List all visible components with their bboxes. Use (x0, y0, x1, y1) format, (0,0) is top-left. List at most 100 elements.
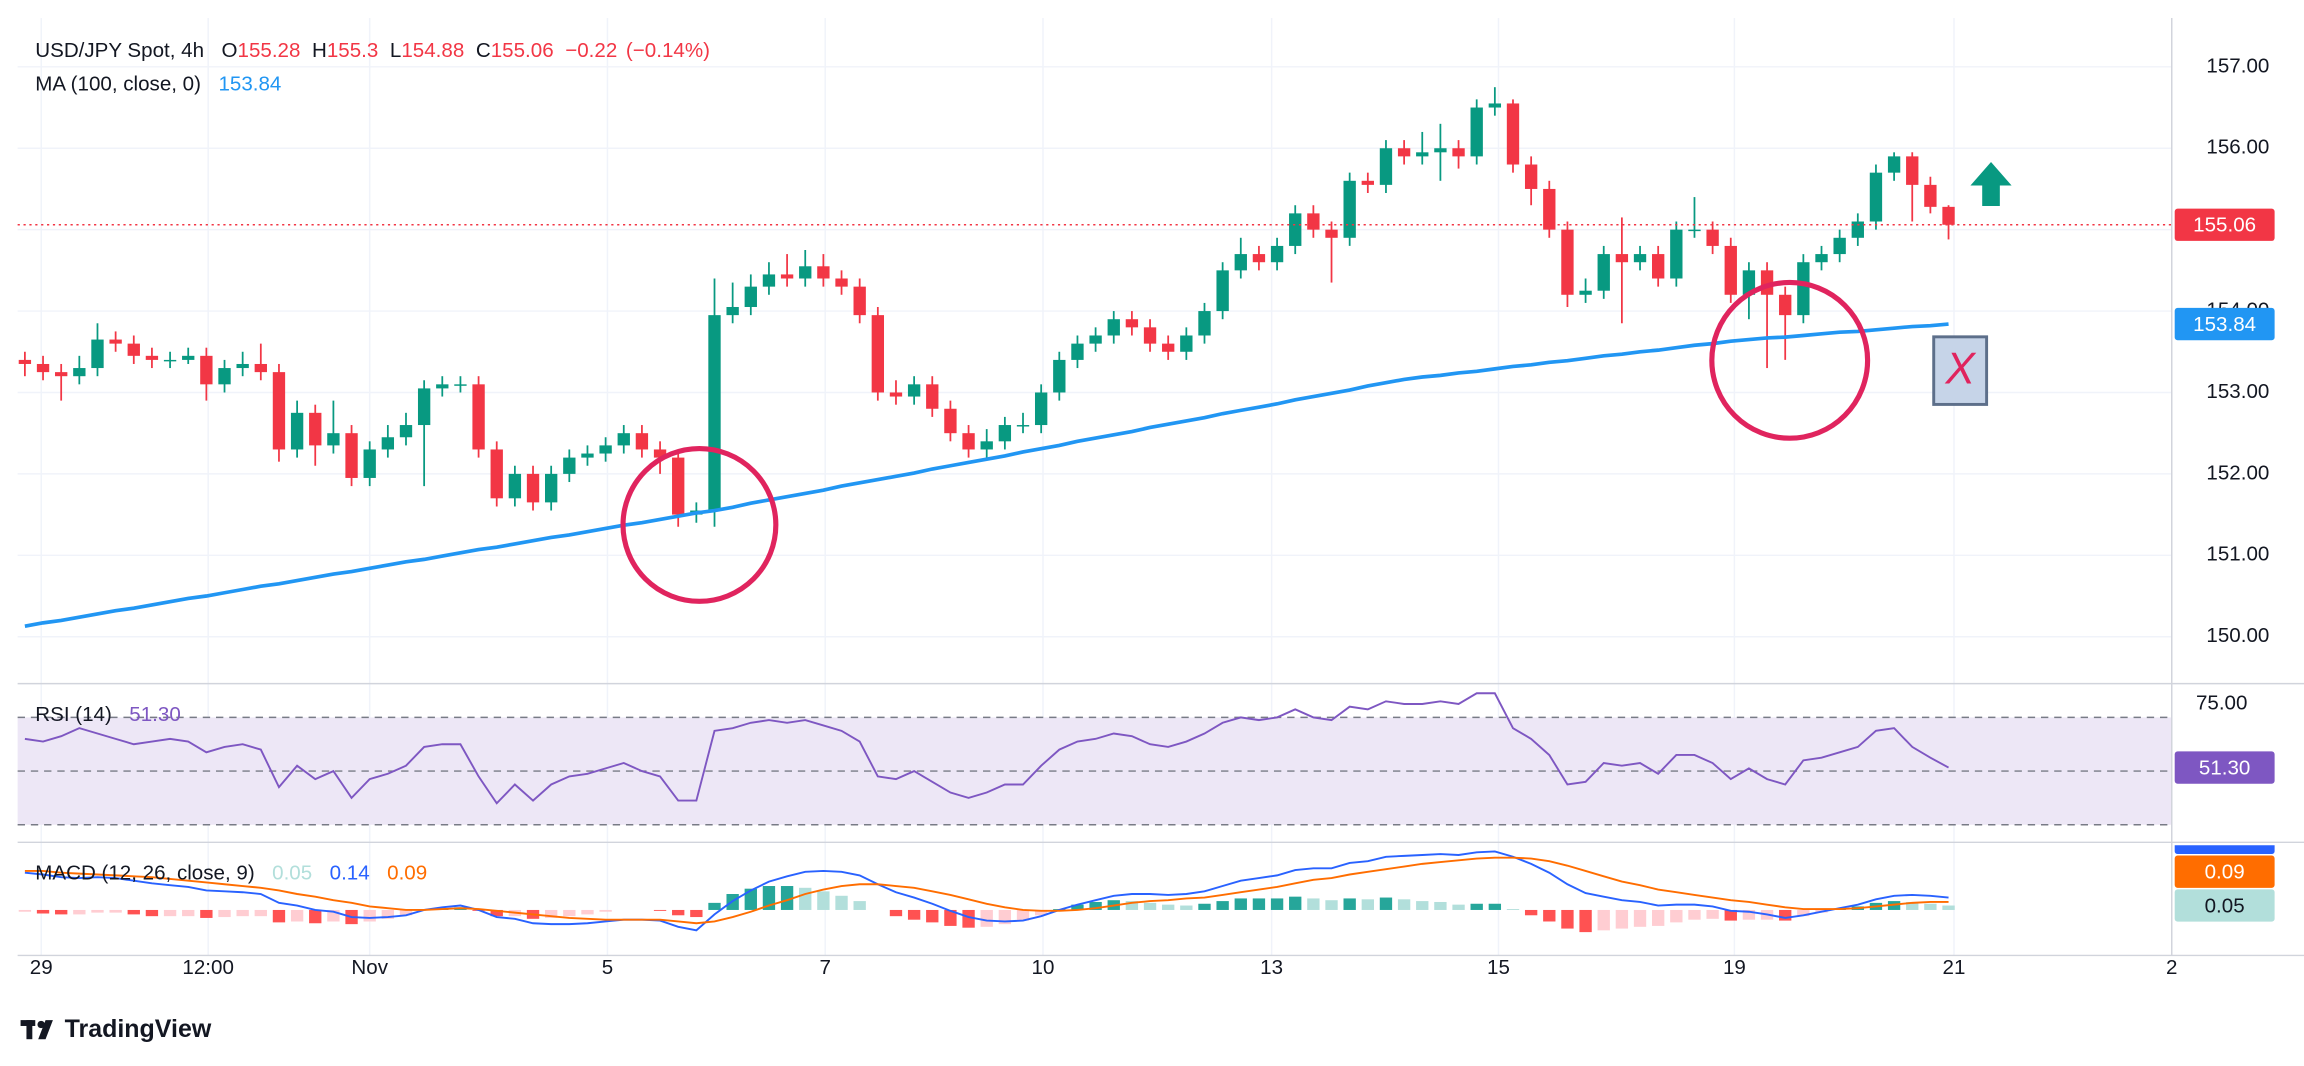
histogram-bar (363, 909, 376, 922)
candle-body (1053, 359, 1066, 393)
candle-body (1688, 229, 1701, 232)
candle-body (1325, 229, 1338, 238)
histogram-bar (944, 909, 957, 926)
x-mark: X (1944, 345, 1976, 394)
candle-body (1234, 254, 1247, 271)
candle-body (1071, 343, 1084, 360)
candle-body (835, 278, 848, 287)
legend-rsi: RSI (14) 51.30 (35, 703, 181, 726)
histogram-bar (1434, 901, 1447, 910)
axis-tag (2174, 855, 2275, 888)
candle-body (1942, 206, 1955, 225)
histogram-bar (1688, 909, 1701, 920)
histogram-bar (1289, 896, 1302, 910)
axis-tags: 29 12:00 Nov 5 7 10 13 15 19 21 2 150.00 151.00 152.0… (30, 54, 2275, 979)
candle-body (1797, 262, 1810, 316)
histogram-bar (1724, 909, 1737, 921)
histogram-bar (1198, 903, 1211, 910)
candle-body (1379, 148, 1393, 185)
histogram-bar (236, 909, 249, 917)
candle-body (127, 343, 140, 356)
candle-body (980, 441, 993, 450)
legend-macd: MACD (12, 26, close, 9) 0.05 0.14 0.09 (35, 862, 427, 885)
candle-body (381, 437, 395, 450)
candle-body (1143, 327, 1157, 344)
macd-value: 0.14 (330, 862, 370, 885)
histogram-bar (1252, 898, 1266, 910)
histogram-bar (581, 909, 594, 915)
x-tick-label: Nov (351, 956, 388, 979)
candle-body (1597, 254, 1610, 291)
histogram-bar (36, 909, 50, 914)
candle-body (1307, 213, 1320, 230)
candle-body (944, 408, 957, 434)
candle-body (1706, 229, 1719, 246)
axis-tag (2174, 751, 2275, 784)
x-tick-label: 2 (2166, 956, 2177, 979)
candle-body (1887, 156, 1901, 173)
candle-body (272, 372, 286, 450)
candle-body (472, 384, 485, 450)
histogram-bar (1488, 903, 1502, 910)
ohlc-label: C (476, 39, 491, 62)
histogram-bar (1143, 902, 1157, 910)
candle-body (1198, 311, 1211, 336)
candle-body (762, 274, 776, 287)
candle-body (1416, 152, 1429, 157)
candle-body (417, 388, 431, 426)
candle-body (1524, 164, 1538, 189)
candle-body (1162, 343, 1175, 352)
candle-body (1869, 172, 1883, 222)
axis-tag (2174, 889, 2275, 922)
logo-part (38, 1020, 53, 1040)
histogram-bar (1416, 901, 1429, 910)
histogram-bar (399, 909, 413, 916)
brand-logo (20, 1020, 53, 1040)
legend-ma: MA (100, close, 0) 153.84 (35, 73, 281, 96)
histogram-bar (690, 909, 703, 918)
candle-body (780, 274, 794, 279)
candle-body (799, 266, 812, 279)
candle-body (254, 363, 267, 373)
y-tick-label: 157.00 (2206, 54, 2269, 77)
x-tick-label: 13 (1260, 956, 1283, 979)
plot-layer (17, 17, 2173, 956)
candle-body (907, 384, 921, 397)
highlight-circle (620, 445, 779, 604)
histogram-bar (1325, 900, 1338, 910)
candle-body (526, 473, 540, 503)
ohlc-label: O (222, 39, 238, 62)
candle-body (363, 449, 376, 478)
candle-body (581, 453, 594, 458)
y-tick-label: 156.00 (2206, 136, 2269, 159)
candle-body (545, 473, 558, 503)
histogram-bar (1579, 909, 1592, 933)
histogram-bar (309, 909, 322, 924)
axis-tag-label: 51.30 (2199, 756, 2250, 779)
candle-body (1815, 254, 1828, 263)
candle-body (55, 372, 68, 377)
candle-body (617, 433, 630, 446)
histogram-bar (182, 909, 195, 917)
candle-body (508, 473, 522, 499)
candle-body (399, 425, 413, 438)
candle-body (1742, 270, 1756, 295)
histogram-bar (200, 909, 213, 918)
candle-body (1289, 213, 1302, 246)
candle-body (109, 339, 122, 344)
histogram-bar (1162, 904, 1175, 910)
histogram-bar (653, 909, 667, 911)
axis-tag-label: 0.14 (2205, 827, 2245, 850)
candle-body (871, 315, 885, 393)
ma-value: 153.84 (218, 73, 281, 96)
ma-line (24, 322, 1949, 628)
candle-body (653, 449, 667, 458)
axis-tag (2174, 307, 2275, 341)
histogram-bar (1452, 904, 1465, 910)
up-arrow (1970, 161, 2012, 207)
axis-tag-label: 0.05 (2205, 894, 2245, 917)
legend-main: USD/JPY Spot, 4h O155.28 H155.3 L154.88 … (35, 39, 710, 62)
candle-body (1851, 221, 1864, 238)
